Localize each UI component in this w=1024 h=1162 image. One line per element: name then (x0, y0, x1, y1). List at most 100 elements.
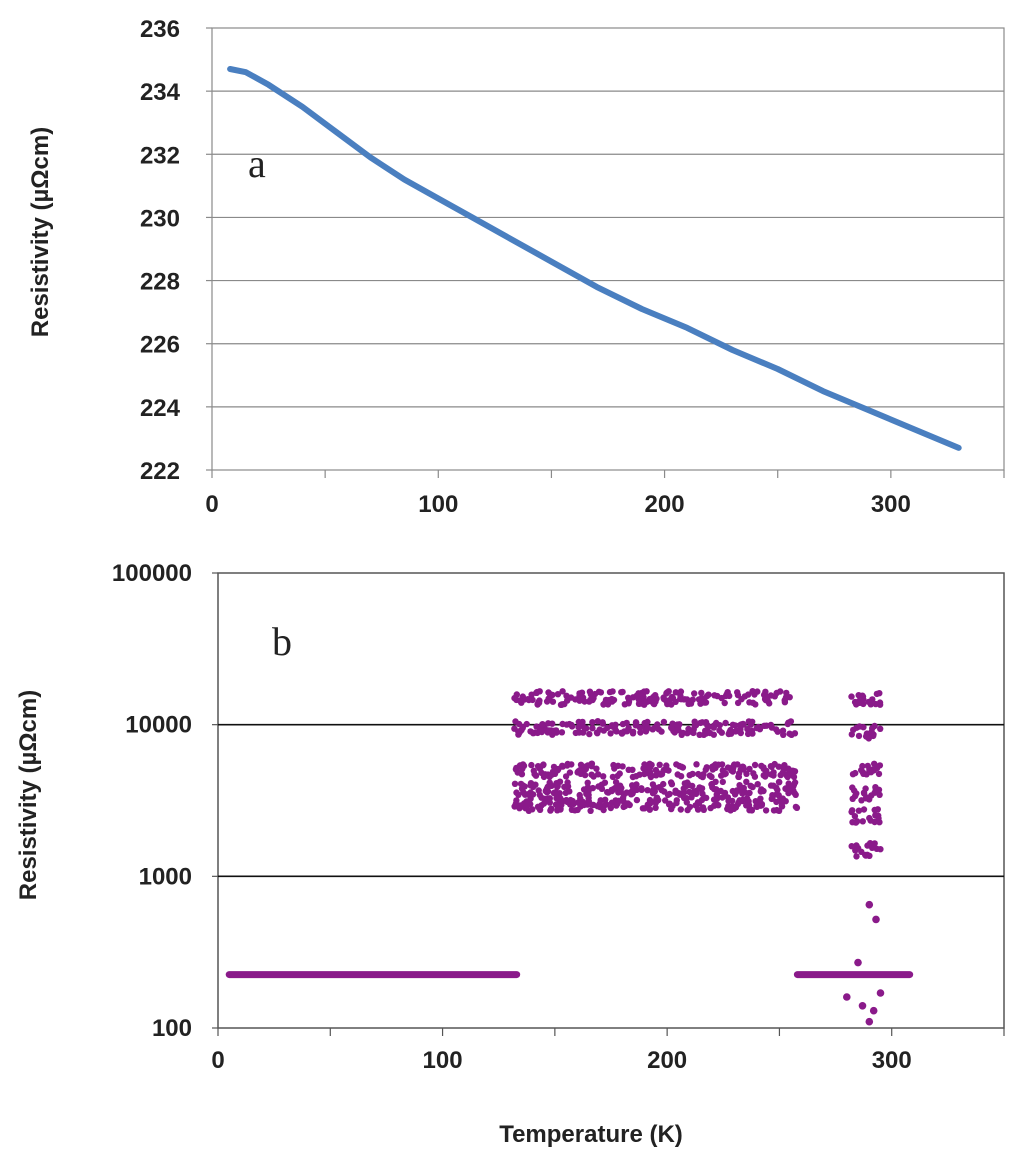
data-point (524, 791, 531, 798)
data-point (563, 721, 570, 728)
data-point (754, 781, 761, 788)
data-point (554, 803, 562, 810)
data-point (562, 773, 570, 780)
data-point (729, 721, 737, 728)
data-point (525, 696, 533, 704)
data-point (743, 802, 750, 809)
data-point (865, 900, 874, 909)
data-point (643, 688, 650, 695)
data-point (866, 814, 873, 822)
data-point (534, 763, 542, 770)
data-point (558, 729, 566, 736)
data-point (762, 770, 769, 777)
data-point (598, 785, 606, 792)
data-point (647, 764, 654, 771)
data-point (678, 763, 685, 770)
data-point (688, 794, 695, 801)
data-point (722, 719, 729, 727)
data-point (638, 689, 645, 697)
data-point (548, 805, 555, 812)
data-point (548, 771, 555, 778)
data-point (849, 784, 856, 791)
data-point (694, 799, 702, 806)
data-point (757, 788, 764, 795)
data-point (762, 807, 770, 814)
data-point (773, 806, 780, 814)
data-point (625, 766, 632, 773)
data-point (856, 699, 863, 706)
data-point (689, 782, 696, 790)
data-point (618, 784, 625, 792)
data-point (849, 795, 856, 802)
data-point (876, 791, 883, 798)
data-point (743, 778, 750, 785)
data-point (746, 807, 753, 814)
data-point (575, 724, 582, 731)
data-point (588, 771, 595, 778)
data-point (668, 781, 676, 788)
data-point (767, 782, 775, 789)
data-point (544, 729, 551, 736)
data-point (871, 806, 878, 814)
chart-panel-a: 222 224 226 228 230 232 234 236 0 100 200 300 a Re… (27, 16, 1005, 518)
data-point (852, 769, 859, 777)
data-point (860, 790, 868, 797)
data-point (702, 719, 710, 726)
data-point (872, 786, 879, 793)
gridlines-a (212, 90, 1004, 408)
data-point (674, 771, 681, 778)
data-point (698, 689, 705, 697)
x-tick-label-a: 300 (871, 491, 911, 518)
data-point (751, 691, 758, 698)
data-point (850, 726, 857, 734)
y-tick-label-a: 228 (140, 269, 180, 296)
data-point (633, 796, 641, 804)
data-point (750, 770, 757, 777)
data-point (632, 719, 640, 726)
data-point (511, 780, 519, 787)
data-point (604, 724, 611, 732)
y-tick-label-a: 222 (140, 458, 180, 485)
data-point (718, 772, 725, 779)
x-tick-label-b: 0 (211, 1047, 224, 1074)
data-point (877, 725, 884, 732)
y-tick-label-a: 232 (140, 142, 180, 169)
data-point (581, 771, 589, 779)
data-point (653, 695, 660, 702)
data-point (725, 797, 732, 805)
data-point (843, 993, 851, 1001)
data-point (559, 688, 566, 695)
x-tick-label-a: 200 (645, 491, 685, 518)
data-point (650, 700, 657, 707)
data-point (761, 722, 768, 729)
data-point (611, 765, 618, 772)
data-point (691, 690, 698, 697)
scatter-points (225, 688, 914, 1026)
data-point (677, 806, 684, 813)
data-point (593, 765, 600, 772)
data-point (624, 800, 632, 807)
data-point (527, 781, 535, 788)
data-point (533, 723, 540, 730)
data-point (744, 725, 751, 733)
data-point (623, 728, 631, 735)
data-point (753, 724, 760, 732)
data-point (628, 791, 635, 798)
data-point (512, 718, 519, 725)
data-point (516, 769, 524, 776)
data-point (519, 782, 526, 789)
data-point (736, 787, 743, 794)
data-point (665, 801, 673, 808)
data-point (589, 693, 596, 700)
data-point (769, 794, 776, 802)
data-point (775, 763, 782, 770)
data-point (595, 688, 603, 695)
data-point (596, 803, 604, 811)
data-point (564, 779, 571, 786)
data-point (677, 692, 684, 699)
data-point (604, 788, 611, 796)
y-tick-label-b: 1000 (139, 863, 192, 890)
data-point (869, 841, 876, 849)
y-axis-title-b: Resistivity (µΩcm) (15, 690, 42, 900)
